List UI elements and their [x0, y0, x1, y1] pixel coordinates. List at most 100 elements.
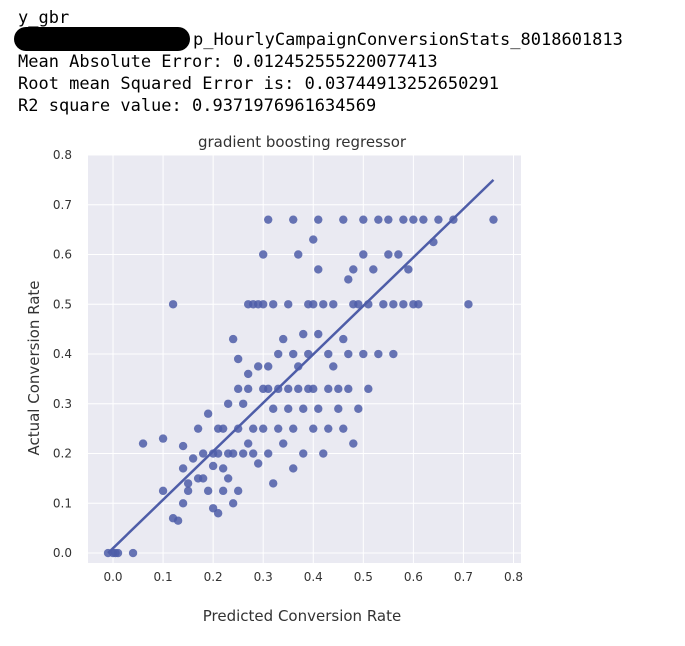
point: [264, 384, 273, 394]
point: [218, 486, 228, 496]
y-tick-label: 0.5: [53, 297, 72, 311]
point: [274, 424, 283, 433]
point: [339, 215, 348, 224]
point: [279, 334, 288, 344]
point: [359, 349, 368, 359]
point: [299, 449, 308, 458]
point: [334, 384, 343, 394]
point: [279, 439, 288, 448]
point: [168, 300, 178, 309]
x-tick-label: 0.0: [103, 570, 122, 584]
point: [284, 404, 293, 413]
point: [259, 300, 268, 309]
point: [369, 265, 378, 274]
point: [344, 275, 353, 284]
point: [354, 300, 363, 309]
point: [269, 300, 278, 309]
point: [339, 334, 348, 344]
x-tick-label: 0.3: [254, 570, 273, 584]
point: [243, 369, 253, 379]
y-tick-label: 0.3: [53, 397, 72, 411]
point: [213, 449, 223, 458]
point: [128, 548, 138, 558]
point: [248, 424, 258, 433]
x-axis-label: Predicted Conversion Rate: [203, 607, 401, 625]
point: [309, 424, 318, 433]
point: [359, 250, 368, 259]
point: [269, 479, 278, 488]
point: [198, 449, 208, 458]
point: [309, 384, 318, 394]
point: [364, 384, 373, 394]
point: [399, 215, 408, 224]
point: [329, 362, 338, 371]
point: [243, 439, 253, 448]
point: [314, 329, 323, 339]
point: [374, 349, 383, 359]
point: [198, 474, 208, 483]
point: [354, 404, 363, 413]
y-axis-label: Actual Conversion Rate: [25, 280, 43, 455]
point: [203, 486, 213, 496]
point: [243, 384, 253, 394]
point: [324, 424, 333, 433]
point: [409, 215, 418, 224]
point: [284, 384, 293, 394]
y-tick-label: 0.2: [53, 447, 72, 461]
point: [384, 250, 393, 259]
y-tick-label: 0.0: [53, 546, 72, 560]
point: [188, 454, 198, 463]
point: [299, 329, 308, 339]
point: [203, 409, 213, 418]
point: [414, 300, 423, 309]
redaction: [14, 27, 190, 51]
point: [183, 486, 193, 496]
point: [158, 486, 168, 496]
point: [374, 215, 383, 224]
point: [223, 474, 233, 483]
point: [389, 300, 398, 309]
point: [233, 486, 243, 496]
point: [319, 300, 328, 309]
point: [178, 464, 188, 473]
x-tick-label: 0.1: [154, 570, 173, 584]
point: [339, 424, 348, 433]
point: [228, 449, 238, 458]
point: [253, 459, 263, 468]
y-tick-label: 0.7: [53, 198, 72, 212]
point: [218, 424, 228, 433]
point: [284, 300, 293, 309]
output-line: Root mean Squared Error is: 0.0374491325…: [18, 74, 499, 94]
point: [259, 424, 268, 433]
point: [264, 449, 273, 458]
point: [389, 349, 398, 359]
point: [294, 250, 303, 259]
point: [178, 499, 188, 508]
point: [314, 404, 323, 413]
chart-title: gradient boosting regressor: [198, 133, 407, 151]
point: [138, 439, 148, 448]
point: [208, 461, 218, 471]
point: [213, 509, 223, 518]
point: [178, 441, 188, 451]
point: [289, 349, 298, 359]
point: [238, 399, 248, 408]
point: [324, 384, 333, 394]
point: [419, 215, 428, 224]
point: [349, 439, 358, 448]
point: [319, 449, 328, 458]
point: [113, 548, 123, 558]
point: [379, 300, 388, 309]
point: [223, 399, 233, 408]
point: [394, 250, 403, 259]
point: [264, 362, 273, 371]
point: [464, 300, 473, 309]
point: [359, 215, 368, 224]
point: [324, 349, 333, 359]
point: [193, 424, 203, 433]
x-tick-label: 0.8: [504, 570, 523, 584]
point: [173, 516, 183, 525]
point: [384, 215, 393, 224]
x-tick-label: 0.4: [304, 570, 323, 584]
